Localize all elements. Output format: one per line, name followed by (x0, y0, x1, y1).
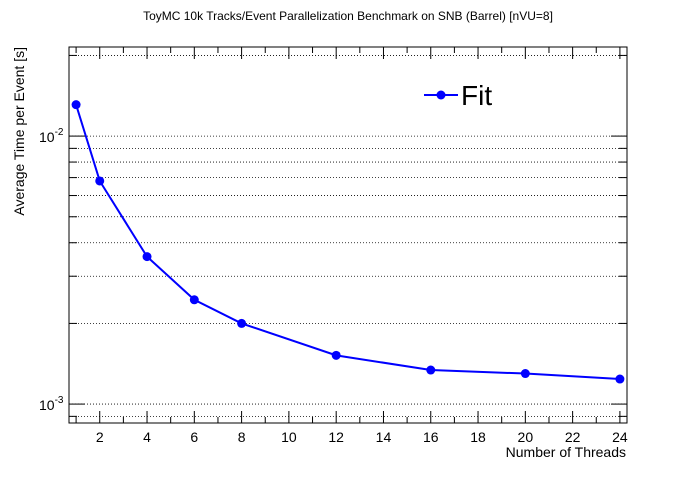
x-tick-label: 2 (96, 429, 104, 445)
data-point (189, 295, 199, 305)
series-layer (71, 100, 625, 384)
legend-marker-swatch (436, 90, 446, 100)
grid (69, 55, 627, 417)
x-tick-label: 24 (612, 429, 628, 445)
x-tick-label: 18 (470, 429, 486, 445)
series-line (75, 104, 620, 381)
data-point (331, 350, 341, 360)
y-tick-label: 10-2 (39, 127, 64, 145)
y-tick-label: 10-3 (39, 395, 64, 413)
x-tick-label: 10 (281, 429, 297, 445)
data-point (237, 318, 247, 328)
x-axis-label: Number of Threads (506, 444, 626, 460)
legend: Fit (424, 80, 492, 111)
x-tick-label: 8 (238, 429, 246, 445)
plot-frame (68, 46, 628, 424)
data-point (426, 365, 436, 375)
y-axis-label: Average Time per Event [s] (11, 47, 27, 216)
axes: 10-310-22 4 6 8 10 12 14 16 18 20 22 24 (39, 47, 628, 445)
data-point (615, 374, 625, 384)
data-point (520, 369, 530, 379)
chart-title: ToyMC 10k Tracks/Event Parallelization B… (143, 9, 553, 23)
x-tick-label: 12 (328, 429, 344, 445)
x-tick-label: 16 (423, 429, 439, 445)
x-tick-label: 20 (518, 429, 534, 445)
x-tick-label: 14 (376, 429, 392, 445)
x-tick-label: 22 (565, 429, 581, 445)
legend-label: Fit (461, 80, 492, 111)
x-tick-label: 4 (143, 429, 151, 445)
data-point (142, 252, 152, 262)
x-tick-label: 6 (190, 429, 198, 445)
data-point (71, 100, 81, 110)
data-point (95, 176, 105, 186)
